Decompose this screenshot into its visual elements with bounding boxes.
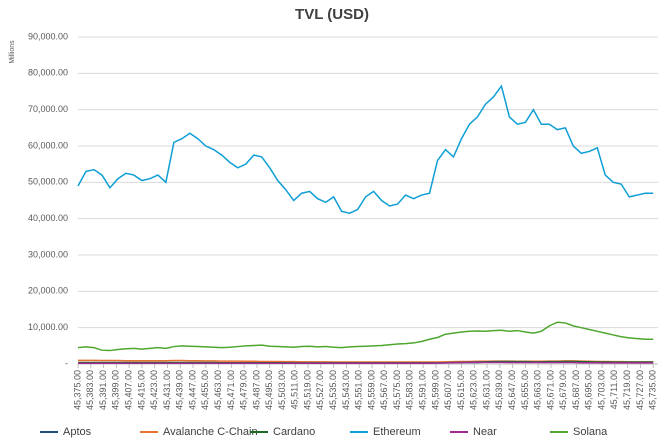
x-tick-label: 45,535.00 — [328, 370, 338, 410]
x-tick-label: 45,695.00 — [584, 370, 594, 410]
x-tick-label: 45,719.00 — [622, 370, 632, 410]
chart-title: TVL (USD) — [295, 6, 369, 23]
x-tick-label: 45,383.00 — [85, 370, 95, 410]
x-tick-label: 45,511.00 — [290, 370, 300, 409]
y-tick-label: 40,000.00 — [28, 213, 68, 223]
x-tick-label: 45,647.00 — [507, 370, 517, 410]
x-tick-label: 45,415.00 — [136, 370, 146, 410]
y-tick-label: 60,000.00 — [28, 140, 68, 150]
x-tick-label: 45,607.00 — [443, 370, 453, 410]
y-tick-label: 80,000.00 — [28, 68, 68, 78]
x-tick-label: 45,671.00 — [545, 370, 555, 410]
x-tick-label: 45,439.00 — [175, 370, 185, 410]
series-line — [77, 84, 654, 215]
x-tick-label: 45,503.00 — [277, 370, 287, 410]
x-tick-label: 45,703.00 — [596, 370, 606, 410]
x-tick-label: 45,407.00 — [124, 370, 134, 410]
x-tick-label: 45,727.00 — [635, 370, 645, 410]
x-tick-label: 45,479.00 — [239, 370, 249, 410]
x-tick-label: 45,639.00 — [494, 370, 504, 410]
x-tick-label: 45,455.00 — [200, 370, 210, 410]
series-line — [77, 321, 654, 352]
legend-label: Aptos — [63, 426, 92, 438]
x-tick-label: 45,391.00 — [98, 370, 108, 410]
x-tick-label: 45,399.00 — [111, 370, 121, 410]
x-tick-label: 45,599.00 — [430, 370, 440, 410]
y-tick-label: 90,000.00 — [28, 31, 68, 41]
x-tick-label: 45,687.00 — [571, 370, 581, 410]
x-tick-label: 45,431.00 — [162, 370, 172, 410]
legend-label: Ethereum — [373, 426, 421, 438]
x-tick-label: 45,423.00 — [149, 370, 159, 410]
y-tick-label: 10,000.00 — [28, 322, 68, 332]
x-tick-label: 45,655.00 — [520, 370, 530, 410]
x-tick-label: 45,471.00 — [226, 370, 236, 410]
x-tick-label: 45,567.00 — [379, 370, 389, 410]
legend-label: Avalanche C-Chain — [163, 426, 258, 438]
x-tick-label: 45,375.00 — [72, 370, 82, 410]
x-tick-label: 45,463.00 — [213, 370, 223, 410]
x-tick-label: 45,711.00 — [609, 370, 619, 409]
x-tick-label: 45,495.00 — [264, 370, 274, 410]
x-tick-label: 45,543.00 — [341, 370, 351, 410]
series-line — [78, 361, 654, 365]
x-tick-label: 45,735.00 — [648, 370, 658, 410]
x-tick-label: 45,591.00 — [417, 370, 427, 410]
x-tick-label: 45,487.00 — [251, 370, 261, 410]
x-tick-label: 45,551.00 — [354, 370, 364, 410]
x-tick-label: 45,519.00 — [302, 370, 312, 410]
x-tick-label: 45,583.00 — [405, 370, 415, 410]
x-tick-label: 45,447.00 — [187, 370, 197, 410]
y-tick-label: - — [65, 358, 68, 368]
x-tick-label: 45,679.00 — [558, 370, 568, 410]
x-tick-label: 45,663.00 — [533, 370, 543, 410]
x-tick-label: 45,575.00 — [392, 370, 402, 410]
y-tick-label: 70,000.00 — [28, 104, 68, 114]
y-tick-label: 20,000.00 — [28, 286, 68, 296]
x-tick-label: 45,623.00 — [469, 370, 479, 410]
x-tick-label: 45,559.00 — [366, 370, 376, 410]
x-tick-label: 45,631.00 — [481, 370, 491, 410]
x-tick-label: 45,527.00 — [315, 370, 325, 410]
y-tick-label: 50,000.00 — [28, 177, 68, 187]
y-axis-label: Millions — [9, 40, 16, 64]
x-tick-label: 45,615.00 — [456, 370, 466, 410]
legend-label: Near — [473, 426, 497, 438]
legend-label: Solana — [573, 426, 608, 438]
legend-label: Cardano — [273, 426, 315, 438]
y-tick-label: 30,000.00 — [28, 249, 68, 259]
